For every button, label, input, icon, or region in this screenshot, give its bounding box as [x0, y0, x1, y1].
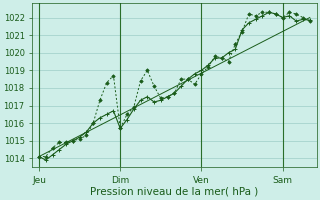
X-axis label: Pression niveau de la mer( hPa ): Pression niveau de la mer( hPa ) — [90, 187, 259, 197]
